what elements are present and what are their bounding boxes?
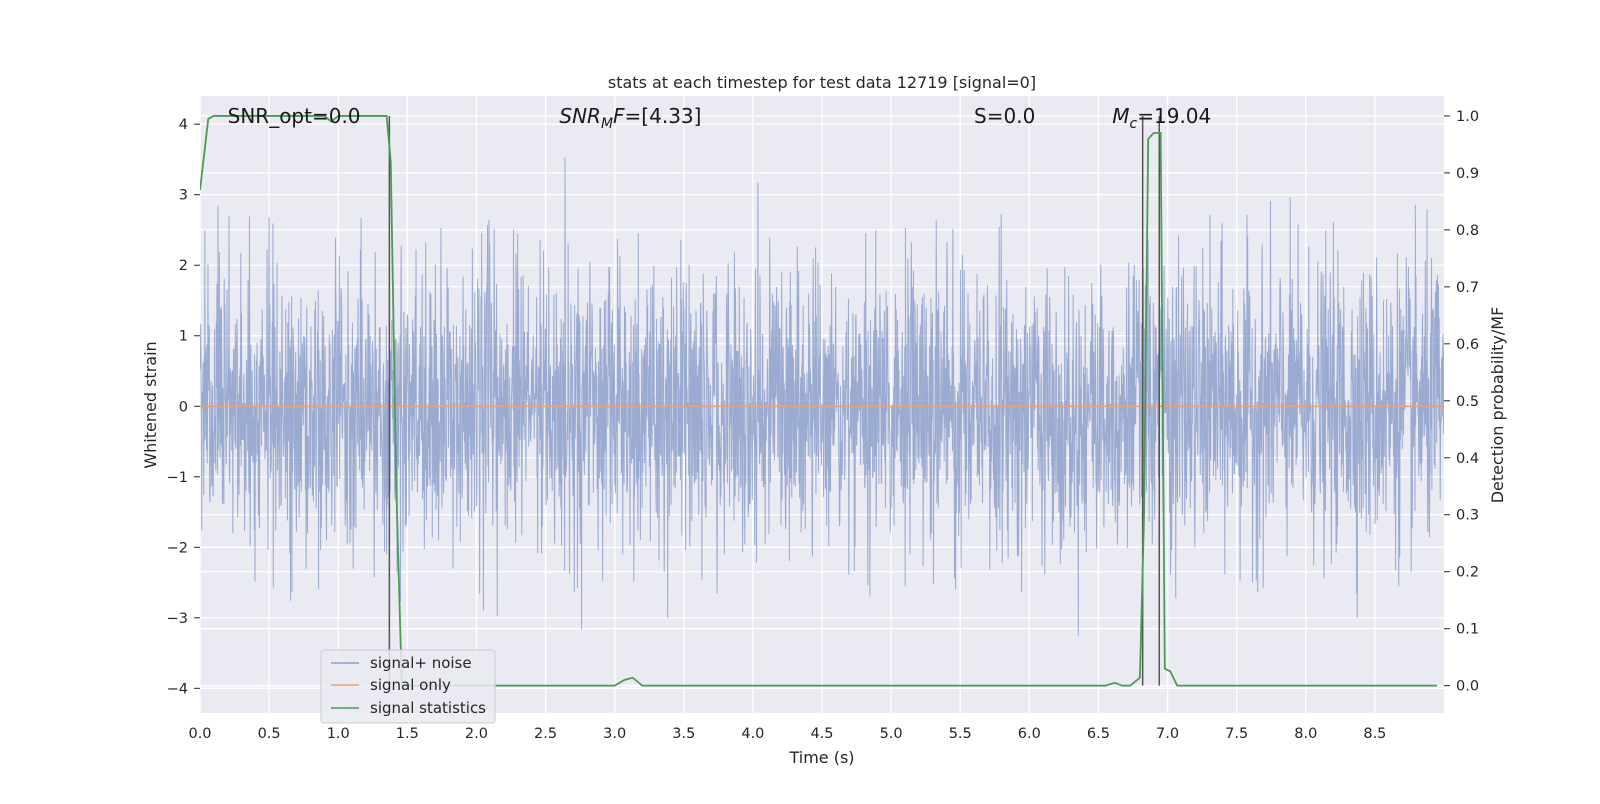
x-tick-label: 2.0 [465, 726, 488, 742]
x-tick-label: 8.0 [1294, 726, 1317, 742]
x-tick-label: 3.5 [672, 726, 695, 742]
legend-box [320, 649, 496, 724]
x-tick-label: 1.0 [327, 726, 350, 742]
x-tick-label: 7.5 [1225, 726, 1248, 742]
legend-label-signal-noise: signal+ noise [370, 654, 472, 672]
x-tick-label: 5.0 [880, 726, 903, 742]
x-tick-label: 8.5 [1363, 726, 1386, 742]
series-signal-statistics-line [200, 115, 1438, 687]
y2-tick-label: 0.7 [1456, 280, 1479, 296]
y-axis-label: Whitened strain [141, 341, 160, 468]
x-tick-label: 2.5 [534, 726, 557, 742]
y2-tick-label: 0.9 [1456, 166, 1479, 182]
y-tick-label: 3 [179, 188, 188, 204]
y-tick-label: 2 [179, 258, 188, 274]
x-tick-label: 5.5 [949, 726, 972, 742]
y2-tick-label: 1.0 [1456, 109, 1479, 125]
y-tick-label: −4 [167, 681, 188, 697]
y2-tick-label: 0.1 [1456, 622, 1479, 638]
annotation-text: SNR_opt=0.0 [228, 104, 361, 128]
x-axis-label: Time (s) [788, 748, 854, 767]
legend-label-signal-only: signal only [370, 676, 451, 694]
x-tick-label: 4.0 [741, 726, 764, 742]
y-tick-label: −3 [167, 611, 188, 627]
legend: signal+ noise signal only signal statist… [320, 649, 496, 724]
annotation-text: SNRMF=[4.33] [559, 104, 701, 132]
y-tick-label: −1 [167, 470, 188, 486]
y2-tick-label: 0.2 [1456, 565, 1479, 581]
y2-tick-label: 0.3 [1456, 508, 1479, 524]
x-tick-label: 6.0 [1018, 726, 1041, 742]
x-tick-label: 0.5 [258, 726, 281, 742]
x-tick-label: 3.0 [603, 726, 626, 742]
y2-tick-label: 0.4 [1456, 451, 1479, 467]
annotation-text: S=0.0 [974, 104, 1035, 128]
y2-tick-label: 0.5 [1456, 394, 1479, 410]
y2-tick-label: 0.8 [1456, 223, 1479, 239]
y2-axis-label: Detection probability/MF [1488, 307, 1507, 504]
data-layer [200, 115, 1444, 687]
annotation-text: Mc=19.04 [1112, 104, 1211, 132]
y-tick-label: −2 [167, 540, 188, 556]
y2-tick-label: 0.6 [1456, 337, 1479, 353]
y2-tick-label: 0.0 [1456, 679, 1479, 695]
x-tick-label: 6.5 [1087, 726, 1110, 742]
y-tick-label: 1 [179, 329, 188, 345]
x-tick-label: 4.5 [810, 726, 833, 742]
y-tick-label: 4 [179, 117, 188, 133]
x-tick-label: 0.0 [188, 726, 211, 742]
axis-layer: 0.0 0.5 1.0 1.5 2.0 2.5 3.0 3.5 4.0 4.5 5.0 5.5 6.0 6… [167, 109, 1479, 742]
annotation-layer: SNR_opt=0.0 SNRMF=[4.33] S=0.0 Mc=19.04 [228, 104, 1212, 132]
chart-title: stats at each timestep for test data 127… [608, 73, 1036, 92]
legend-label-signal-statistics: signal statistics [370, 699, 486, 717]
y-tick-label: 0 [179, 399, 188, 415]
x-tick-label: 7.0 [1156, 726, 1179, 742]
x-tick-label: 1.5 [396, 726, 419, 742]
